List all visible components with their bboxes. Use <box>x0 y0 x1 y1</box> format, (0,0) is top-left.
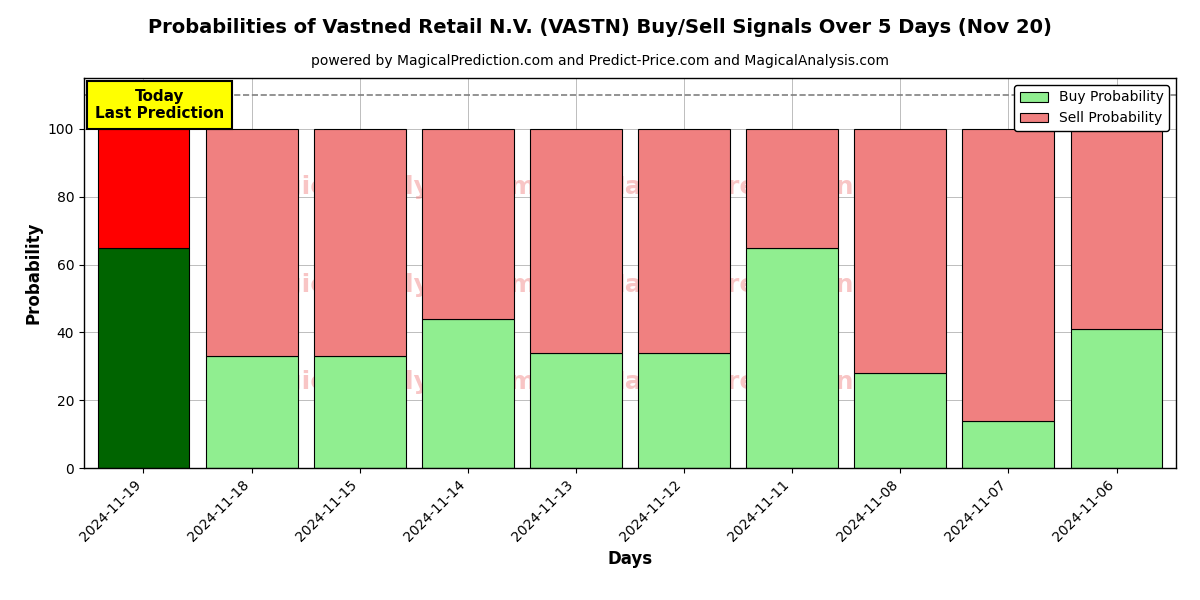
Bar <box>1070 329 1163 468</box>
Bar <box>746 248 838 468</box>
Bar <box>746 129 838 248</box>
Bar <box>313 356 406 468</box>
Bar <box>422 319 514 468</box>
Bar <box>97 129 190 248</box>
Text: MagicalAnalysis.com: MagicalAnalysis.com <box>242 272 536 297</box>
Y-axis label: Probability: Probability <box>24 222 42 324</box>
Bar <box>854 373 947 468</box>
Bar <box>422 129 514 319</box>
Bar <box>530 353 622 468</box>
X-axis label: Days: Days <box>607 550 653 568</box>
Text: Today
Last Prediction: Today Last Prediction <box>95 89 224 121</box>
Text: MagicalPrediction.com: MagicalPrediction.com <box>600 370 922 394</box>
Bar <box>97 248 190 468</box>
Bar <box>638 353 730 468</box>
Text: MagicalPrediction.com: MagicalPrediction.com <box>600 175 922 199</box>
Text: MagicalAnalysis.com: MagicalAnalysis.com <box>242 175 536 199</box>
Bar <box>962 421 1055 468</box>
Text: Probabilities of Vastned Retail N.V. (VASTN) Buy/Sell Signals Over 5 Days (Nov 2: Probabilities of Vastned Retail N.V. (VA… <box>148 18 1052 37</box>
Text: MagicalAnalysis.com: MagicalAnalysis.com <box>242 370 536 394</box>
Legend: Buy Probability, Sell Probability: Buy Probability, Sell Probability <box>1014 85 1169 131</box>
Text: powered by MagicalPrediction.com and Predict-Price.com and MagicalAnalysis.com: powered by MagicalPrediction.com and Pre… <box>311 54 889 68</box>
Bar <box>530 129 622 353</box>
Bar <box>205 356 298 468</box>
Text: MagicalPrediction.com: MagicalPrediction.com <box>600 272 922 297</box>
Bar <box>313 129 406 356</box>
Bar <box>854 129 947 373</box>
Bar <box>205 129 298 356</box>
Bar <box>638 129 730 353</box>
Bar <box>1070 129 1163 329</box>
Bar <box>962 129 1055 421</box>
